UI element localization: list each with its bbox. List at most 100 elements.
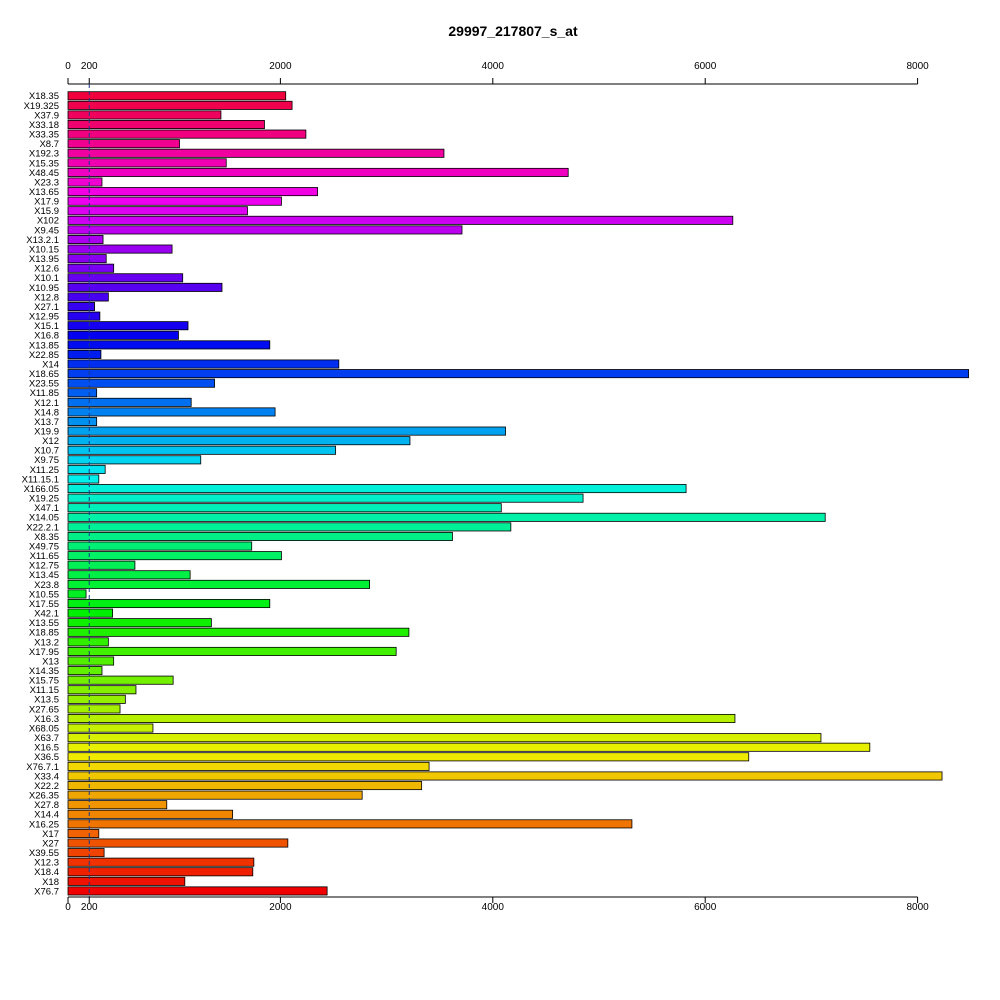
bar-X12.95 bbox=[67, 311, 101, 321]
bar-X10.7 bbox=[67, 445, 337, 455]
bar-X18.4 bbox=[67, 867, 254, 877]
bar-X23.8 bbox=[67, 579, 371, 589]
bar-X13.65 bbox=[67, 187, 318, 197]
bar-X102 bbox=[67, 215, 734, 225]
bar-X48.45 bbox=[67, 167, 569, 177]
tick-label: 8000 bbox=[906, 902, 929, 913]
category-label: X12 bbox=[42, 436, 59, 447]
category-label: X13.55 bbox=[29, 618, 59, 629]
bar-X11.15 bbox=[67, 685, 137, 695]
tick-label: 0 bbox=[65, 61, 71, 72]
bar-X12.1 bbox=[67, 397, 192, 407]
category-label: X15.75 bbox=[29, 676, 59, 687]
bar-X12.75 bbox=[67, 560, 136, 570]
bar-X14.35 bbox=[67, 666, 103, 676]
category-label: X14.35 bbox=[29, 666, 59, 677]
tick-label: 8000 bbox=[906, 61, 929, 72]
bar-X15.75 bbox=[67, 675, 174, 685]
category-label: X76.7 bbox=[34, 886, 59, 897]
bar-X192.3 bbox=[67, 148, 445, 158]
category-label: X33.18 bbox=[29, 120, 59, 131]
tick-label: 200 bbox=[81, 61, 98, 72]
category-label: X42.1 bbox=[34, 609, 59, 620]
bar-X13.7 bbox=[67, 417, 98, 427]
category-label: X16.3 bbox=[34, 714, 59, 725]
bar-X33.4 bbox=[67, 771, 943, 781]
category-label: X16.8 bbox=[34, 331, 59, 342]
category-label: X11.15 bbox=[30, 685, 59, 696]
category-label: X33.35 bbox=[29, 130, 59, 141]
bar-X18 bbox=[67, 876, 186, 886]
category-label: X102 bbox=[37, 216, 59, 227]
bar-X11.25 bbox=[67, 464, 106, 474]
category-label: X11.15.1 bbox=[22, 474, 59, 485]
category-label: X12.3 bbox=[34, 858, 59, 869]
bar-X12.6 bbox=[67, 263, 115, 273]
category-label: X27.1 bbox=[34, 302, 59, 313]
bar-X27.1 bbox=[67, 302, 95, 312]
bar-X12 bbox=[67, 436, 411, 446]
bar-X13.85 bbox=[67, 340, 271, 350]
category-label: X12.8 bbox=[34, 292, 59, 303]
category-label: X26.35 bbox=[29, 791, 59, 802]
bar-X15.9 bbox=[67, 206, 248, 216]
category-label: X18.4 bbox=[34, 867, 59, 878]
bar-X11.65 bbox=[67, 551, 282, 561]
bar-X18.85 bbox=[67, 627, 410, 637]
bar-X16.5 bbox=[67, 742, 871, 752]
bar-X11.15.1 bbox=[67, 474, 100, 484]
bar-X22.85 bbox=[67, 349, 102, 359]
tick-label: 2000 bbox=[269, 61, 292, 72]
category-label: X192.3 bbox=[29, 149, 59, 160]
bar-X11.85 bbox=[67, 388, 98, 398]
bottom-axis: 0 200 2000 4000 6000 8000 bbox=[65, 896, 929, 913]
bar-X33.35 bbox=[67, 129, 307, 139]
category-label: X10.55 bbox=[29, 589, 59, 600]
bar-X19.9 bbox=[67, 426, 506, 436]
tick-label: 2000 bbox=[269, 902, 292, 913]
bar-X10.55 bbox=[67, 589, 87, 599]
bar-X22.2 bbox=[67, 781, 423, 791]
bar-X15.1 bbox=[67, 321, 189, 331]
category-label: X8.35 bbox=[34, 532, 59, 543]
bar-X18.35 bbox=[67, 91, 287, 101]
bar-X26.35 bbox=[67, 790, 363, 800]
tick-label: 6000 bbox=[694, 61, 717, 72]
category-label: X13.45 bbox=[29, 570, 59, 581]
bar-X15.35 bbox=[67, 158, 227, 168]
category-label: X18.65 bbox=[29, 369, 59, 380]
category-label: X39.55 bbox=[29, 848, 59, 859]
tick-label: 6000 bbox=[694, 902, 717, 913]
category-label: X19.325 bbox=[24, 101, 59, 112]
bar-X10.1 bbox=[67, 273, 184, 283]
bar-X23.3 bbox=[67, 177, 103, 187]
tick-label: 4000 bbox=[482, 902, 505, 913]
bar-X17.95 bbox=[67, 646, 397, 656]
category-label: X27 bbox=[42, 838, 59, 849]
bar-X68.05 bbox=[67, 723, 154, 733]
bar-X13.2.1 bbox=[67, 234, 104, 244]
category-label: X17.9 bbox=[34, 197, 59, 208]
category-label: X8.7 bbox=[39, 139, 59, 150]
category-label: X10.7 bbox=[34, 446, 59, 457]
bar-X36.5 bbox=[67, 752, 750, 762]
bar-X166.05 bbox=[67, 484, 687, 494]
bar-X12.8 bbox=[67, 292, 109, 302]
category-label: X15.1 bbox=[34, 321, 59, 332]
bar-X10.95 bbox=[67, 282, 223, 292]
bar-X19.325 bbox=[67, 100, 293, 110]
bar-X14.05 bbox=[67, 512, 826, 522]
bar-X39.55 bbox=[67, 848, 105, 858]
bar-X27.8 bbox=[67, 800, 168, 810]
bar-X16.25 bbox=[67, 819, 633, 829]
category-label: X15.9 bbox=[34, 206, 59, 217]
bar-X13.5 bbox=[67, 694, 126, 704]
bar-X17.9 bbox=[67, 196, 282, 206]
category-label: X14.05 bbox=[29, 513, 59, 524]
bar-X13.95 bbox=[67, 254, 107, 264]
category-label: X10.15 bbox=[29, 244, 59, 255]
tick-label: 200 bbox=[81, 902, 98, 913]
category-label: X22.2.1 bbox=[26, 522, 59, 533]
category-label: X17 bbox=[42, 829, 59, 840]
